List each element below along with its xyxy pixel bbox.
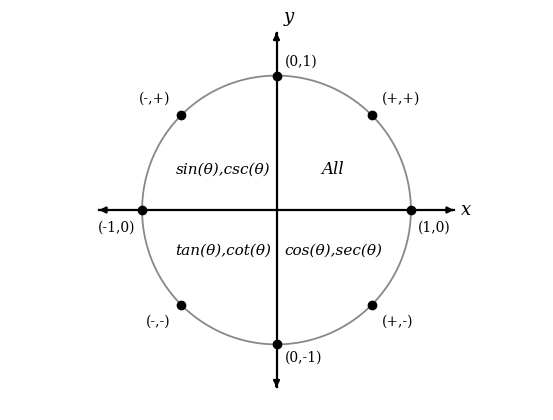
Text: (-,+): (-,+) [139,92,171,105]
Text: cos(θ),sec(θ): cos(θ),sec(θ) [284,243,382,257]
Text: tan(θ),cot(θ): tan(θ),cot(θ) [175,243,271,257]
Text: (-,-): (-,-) [146,315,171,328]
Text: (+,-): (+,-) [382,315,414,328]
Text: All: All [322,161,345,178]
Text: sin(θ),csc(θ): sin(θ),csc(θ) [175,163,270,177]
Text: (0,1): (0,1) [285,55,317,69]
Text: (0,-1): (0,-1) [285,351,322,365]
Text: y: y [283,8,293,26]
Text: (-1,0): (-1,0) [98,221,135,235]
Text: (1,0): (1,0) [418,221,450,235]
Text: (+,+): (+,+) [382,92,421,105]
Text: x: x [461,202,471,219]
